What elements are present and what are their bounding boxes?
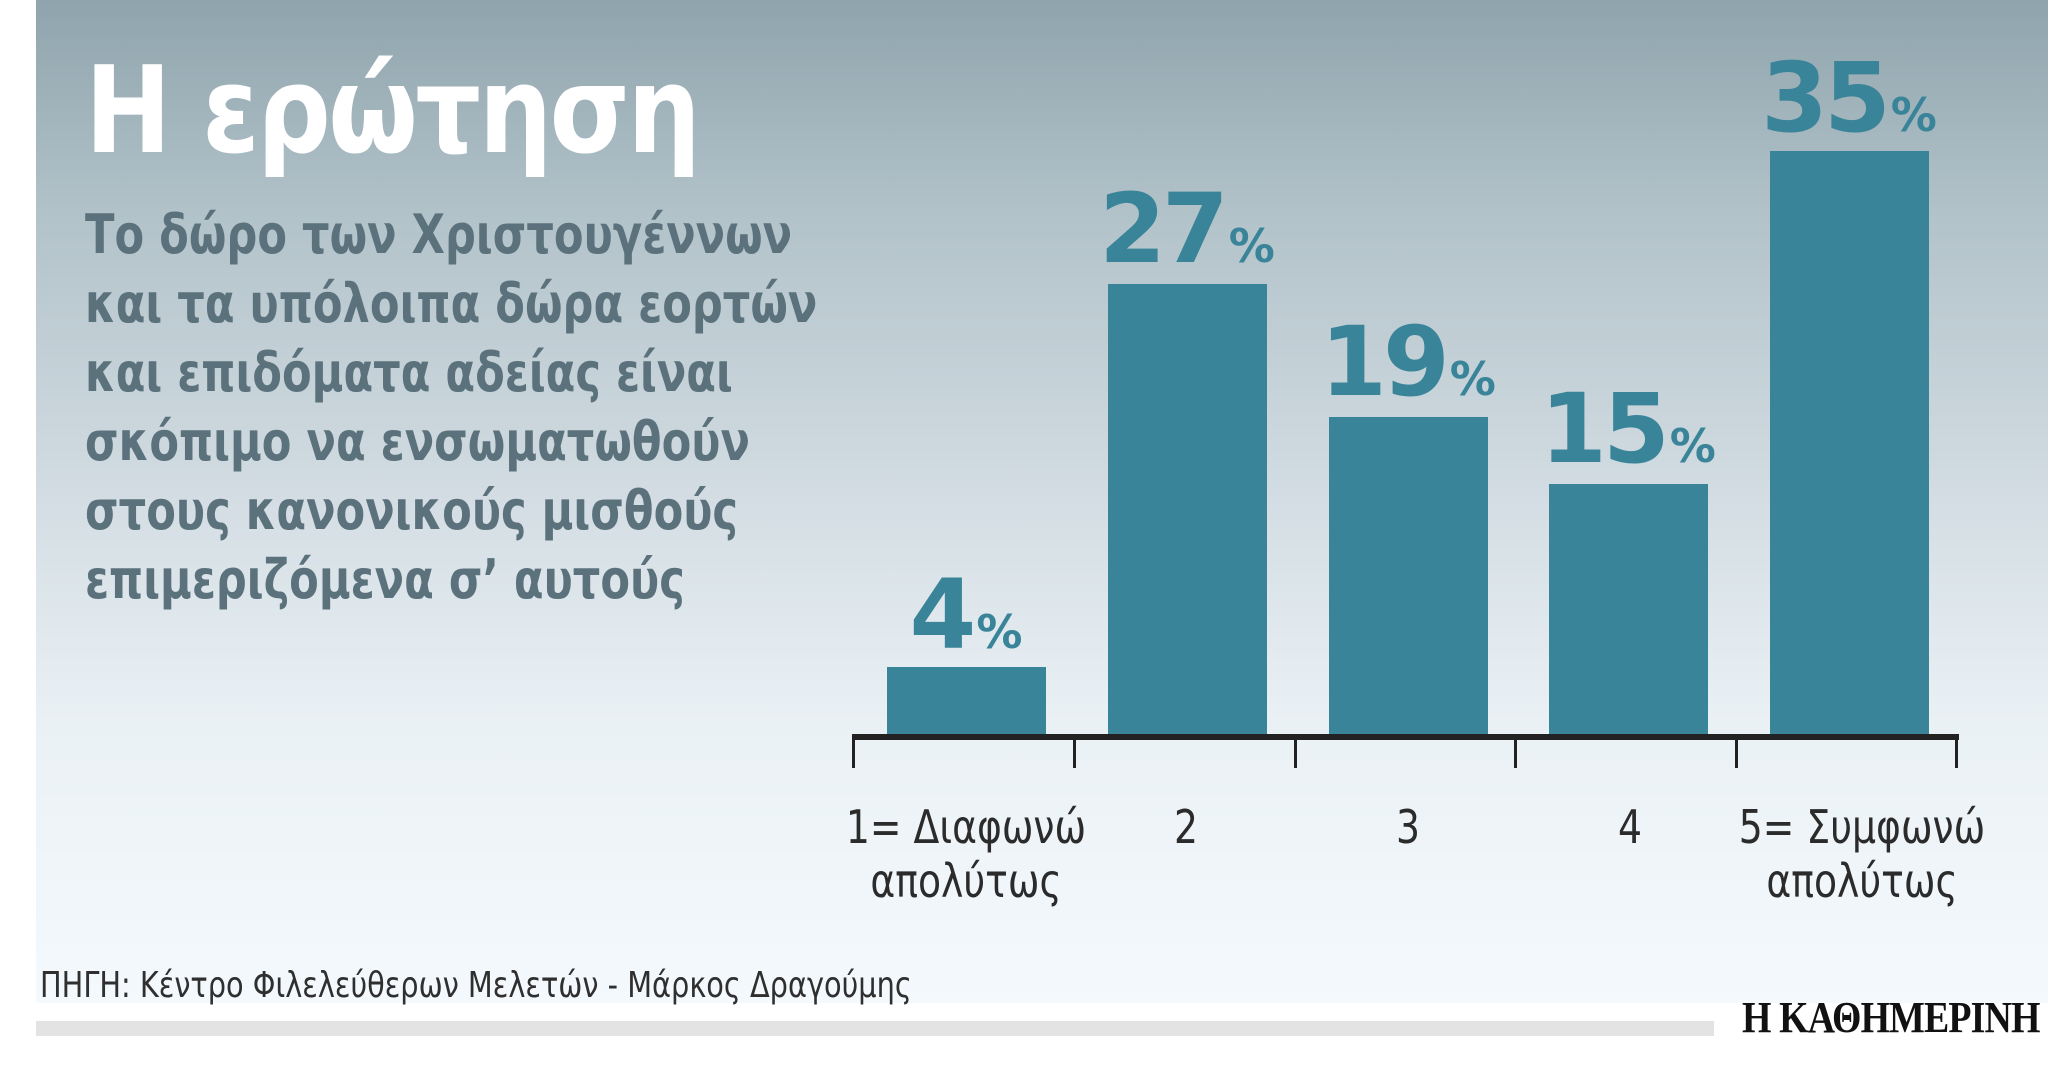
question-text: Το δώρο των Χριστουγέννων και τα υπόλοιπ… — [85, 200, 817, 614]
value-label-3: 19% — [1278, 314, 1538, 410]
value-number: 27 — [1099, 173, 1229, 285]
category-label-line: 3 — [1395, 800, 1421, 854]
percent-sign: % — [1669, 419, 1716, 473]
question-line: στους κανονικούς μισθούς — [85, 479, 739, 542]
bar-2 — [1108, 284, 1267, 734]
percent-sign: % — [1228, 219, 1275, 273]
question-line: σκόπιμο να ενσωματωθούν — [85, 410, 750, 473]
value-label-4: 15% — [1498, 381, 1758, 477]
category-label-5: 5= Συμφωνώ απολύτως — [1706, 800, 2018, 908]
x-axis-tick — [1955, 734, 1958, 768]
chart-background-panel — [36, 0, 2048, 1003]
x-axis-tick — [1514, 734, 1517, 768]
category-label-line: 4 — [1617, 800, 1643, 854]
category-label-line: 5= Συμφωνώ — [1738, 800, 1986, 854]
x-axis-tick — [1735, 734, 1738, 768]
bar-1 — [887, 667, 1046, 734]
value-number: 15 — [1540, 373, 1670, 485]
value-number: 35 — [1761, 42, 1891, 154]
category-label-1: 1= Διαφωνώ απολύτως — [810, 800, 1122, 908]
category-label-line: απολύτως — [870, 854, 1062, 908]
bar-5 — [1770, 151, 1929, 734]
x-axis-line — [853, 734, 1959, 740]
x-axis-tick — [1073, 734, 1076, 768]
value-label-5: 35% — [1719, 50, 1979, 146]
value-number: 19 — [1320, 306, 1450, 418]
publisher-logo: Η ΚΑΘΗΜΕΡΙΝΗ — [1742, 993, 2040, 1042]
question-line: επιμεριζόμενα σ’ αυτούς — [85, 548, 685, 611]
bar-4 — [1549, 484, 1708, 734]
category-label-3: 3 — [1367, 800, 1449, 854]
chart-title: Η ερώτηση — [85, 42, 701, 181]
value-number: 4 — [909, 559, 977, 671]
category-label-line: 2 — [1173, 800, 1199, 854]
category-label-4: 4 — [1589, 800, 1671, 854]
question-line: Το δώρο των Χριστουγέννων — [85, 203, 793, 266]
question-line: και τα υπόλοιπα δώρα εορτών — [85, 272, 818, 335]
percent-sign: % — [976, 605, 1023, 659]
source-note: ΠΗΓΗ: Κέντρο Φιλελεύθερων Μελετών - Μάρκ… — [40, 965, 912, 1006]
category-label-line: απολύτως — [1766, 854, 1958, 908]
question-line: και επιδόματα αδείας είναι — [85, 341, 733, 404]
percent-sign: % — [1890, 88, 1937, 142]
category-label-line: 1= Διαφωνώ — [845, 800, 1087, 854]
x-axis-tick — [852, 734, 855, 768]
percent-sign: % — [1449, 352, 1496, 406]
category-label-2: 2 — [1145, 800, 1227, 854]
footer-divider — [36, 1021, 1714, 1036]
x-axis-tick — [1294, 734, 1297, 768]
value-label-1: 4% — [836, 567, 1096, 663]
bar-3 — [1329, 417, 1488, 734]
value-label-2: 27% — [1057, 181, 1317, 277]
